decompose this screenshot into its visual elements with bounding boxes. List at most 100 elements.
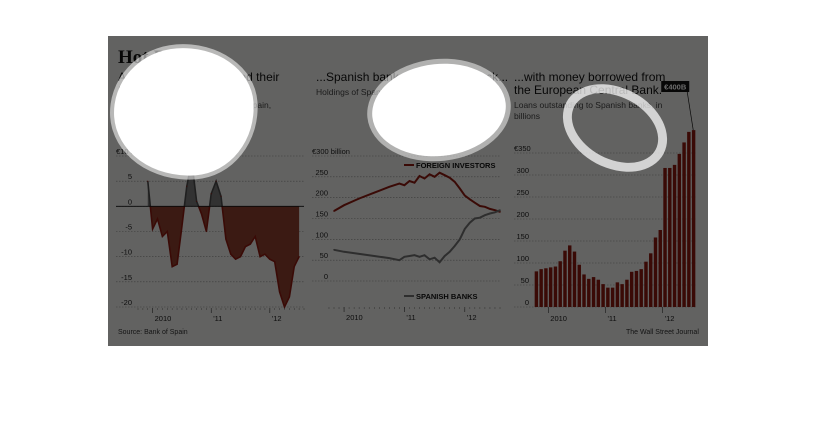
data-point xyxy=(333,210,335,212)
data-point xyxy=(191,160,193,162)
data-point xyxy=(152,228,154,230)
data-point xyxy=(453,181,456,183)
data-point xyxy=(408,255,411,257)
loan-bar xyxy=(601,284,605,307)
loan-bar xyxy=(677,153,682,307)
data-point xyxy=(398,182,401,185)
y-tick-label: 300 xyxy=(516,166,529,175)
y-tick-label: 150 xyxy=(516,232,529,241)
data-point xyxy=(499,209,501,211)
series-label-spanish-banks: SPANISH BANKS xyxy=(416,292,478,301)
data-point xyxy=(283,306,286,308)
y-tick-label: €10 billion xyxy=(116,147,150,156)
data-point xyxy=(343,251,345,253)
loan-bar xyxy=(672,164,677,307)
x-tick-label: '12 xyxy=(665,314,675,323)
data-point xyxy=(156,218,159,220)
loan-bar xyxy=(663,167,667,307)
loan-bar xyxy=(615,282,620,307)
data-point xyxy=(205,230,207,233)
data-point xyxy=(181,225,183,228)
foreign-investors-line xyxy=(333,171,501,213)
loan-bar xyxy=(572,251,577,307)
y-tick-label: 100 xyxy=(315,230,328,239)
y-tick-label: 50 xyxy=(320,251,328,260)
x-tick-label: '12 xyxy=(467,313,477,322)
y-tick-label: 250 xyxy=(315,168,328,177)
data-point xyxy=(176,263,178,265)
data-point xyxy=(388,257,391,259)
data-point xyxy=(428,258,431,261)
loan-bar xyxy=(658,230,662,307)
data-point xyxy=(428,173,431,176)
data-point xyxy=(254,235,256,238)
y-tick-label: 5 xyxy=(128,172,132,181)
data-point xyxy=(438,171,441,174)
data-point xyxy=(474,217,476,220)
data-point xyxy=(166,230,168,233)
loan-bar xyxy=(649,253,653,307)
data-point xyxy=(343,204,345,206)
loan-bar xyxy=(625,279,629,307)
x-tick-label: '12 xyxy=(272,314,282,323)
loan-bar xyxy=(544,268,548,307)
data-point xyxy=(210,193,212,195)
data-point xyxy=(408,180,411,182)
data-point xyxy=(288,296,290,298)
data-point xyxy=(225,238,227,240)
data-point xyxy=(423,254,426,256)
data-point xyxy=(298,256,300,258)
chart-figure: €10 billion 5 0 -5 -10 -15 -20 2010'11'12 €300 b… xyxy=(108,36,708,346)
source-note: Source: Bank of Spain xyxy=(118,329,188,336)
y-tick-label: €350 xyxy=(514,144,531,153)
loan-bar xyxy=(639,269,643,307)
data-point xyxy=(489,212,491,215)
loan-bar xyxy=(534,271,539,307)
y-tick-label: 150 xyxy=(315,210,328,219)
x-tick-label: '11 xyxy=(213,314,222,323)
data-point xyxy=(239,256,242,258)
loan-bar xyxy=(634,270,639,307)
data-point xyxy=(474,201,476,204)
y-tick-label: €300 billion xyxy=(312,147,350,156)
data-point xyxy=(448,176,451,179)
negative-area xyxy=(150,206,300,307)
data-point xyxy=(171,266,173,268)
x-tick-label: 2010 xyxy=(346,313,363,322)
loan-bar xyxy=(596,279,601,307)
data-point xyxy=(494,211,496,214)
data-point xyxy=(433,256,436,259)
data-point xyxy=(388,186,391,188)
data-point xyxy=(161,235,164,238)
data-point xyxy=(230,253,232,255)
data-point xyxy=(484,206,486,208)
loan-bar xyxy=(577,264,581,307)
data-point xyxy=(293,266,295,268)
data-point xyxy=(264,253,266,255)
y-tick-label: 0 xyxy=(324,272,328,281)
data-point xyxy=(448,251,451,253)
loan-bar xyxy=(687,131,691,307)
data-point xyxy=(249,243,251,245)
data-point xyxy=(458,238,461,241)
y-tick-label: 50 xyxy=(521,276,529,285)
credit-note: The Wall Street Journal xyxy=(626,329,699,336)
loan-bar xyxy=(582,274,586,307)
x-tick-label: 2010 xyxy=(155,314,172,323)
data-point xyxy=(333,248,335,251)
loan-bar xyxy=(591,277,596,307)
data-point xyxy=(195,200,198,202)
data-point xyxy=(278,291,281,293)
loan-bar xyxy=(563,250,567,307)
loan-bar xyxy=(668,167,672,307)
x-tick-label: '11 xyxy=(406,313,415,322)
y-tick-label: 200 xyxy=(516,210,529,219)
loan-bar xyxy=(558,261,562,307)
data-point xyxy=(443,255,446,257)
y-tick-label: 0 xyxy=(525,298,529,307)
loan-bar xyxy=(653,237,658,307)
y-tick-label: 100 xyxy=(516,254,529,263)
data-point xyxy=(489,208,491,210)
loan-bar xyxy=(553,266,558,307)
panel-3-subheading: Loans outstanding to Spanish banks, in b… xyxy=(514,100,663,121)
